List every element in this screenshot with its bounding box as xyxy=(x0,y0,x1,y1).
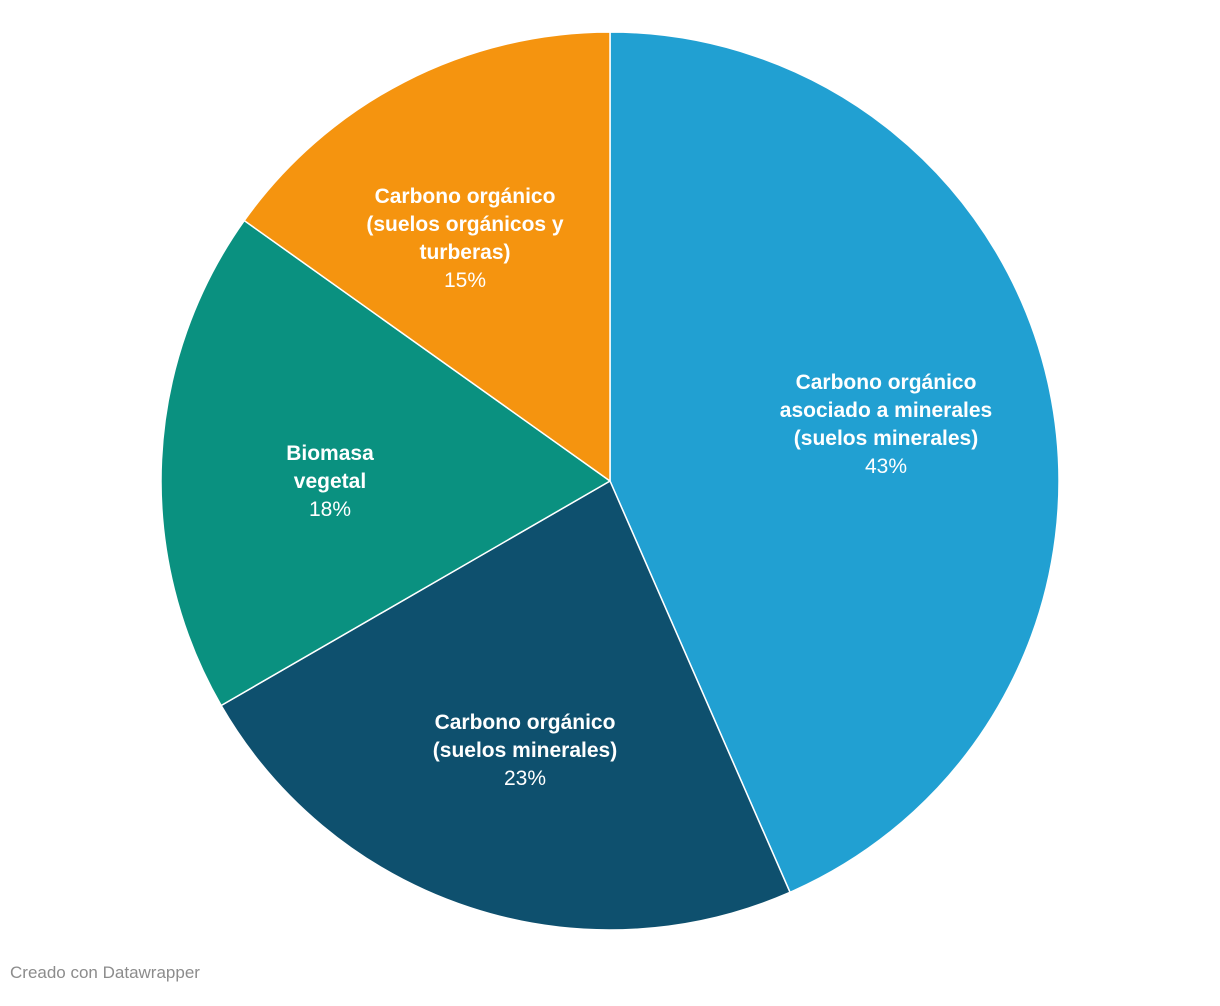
pie-slice-1[interactable] xyxy=(220,480,791,931)
pie-slice-3[interactable] xyxy=(243,31,611,482)
pie-slice-0[interactable] xyxy=(609,31,1060,894)
datawrapper-credit: Creado con Datawrapper xyxy=(10,963,200,982)
pie-slice-2[interactable] xyxy=(160,219,611,707)
